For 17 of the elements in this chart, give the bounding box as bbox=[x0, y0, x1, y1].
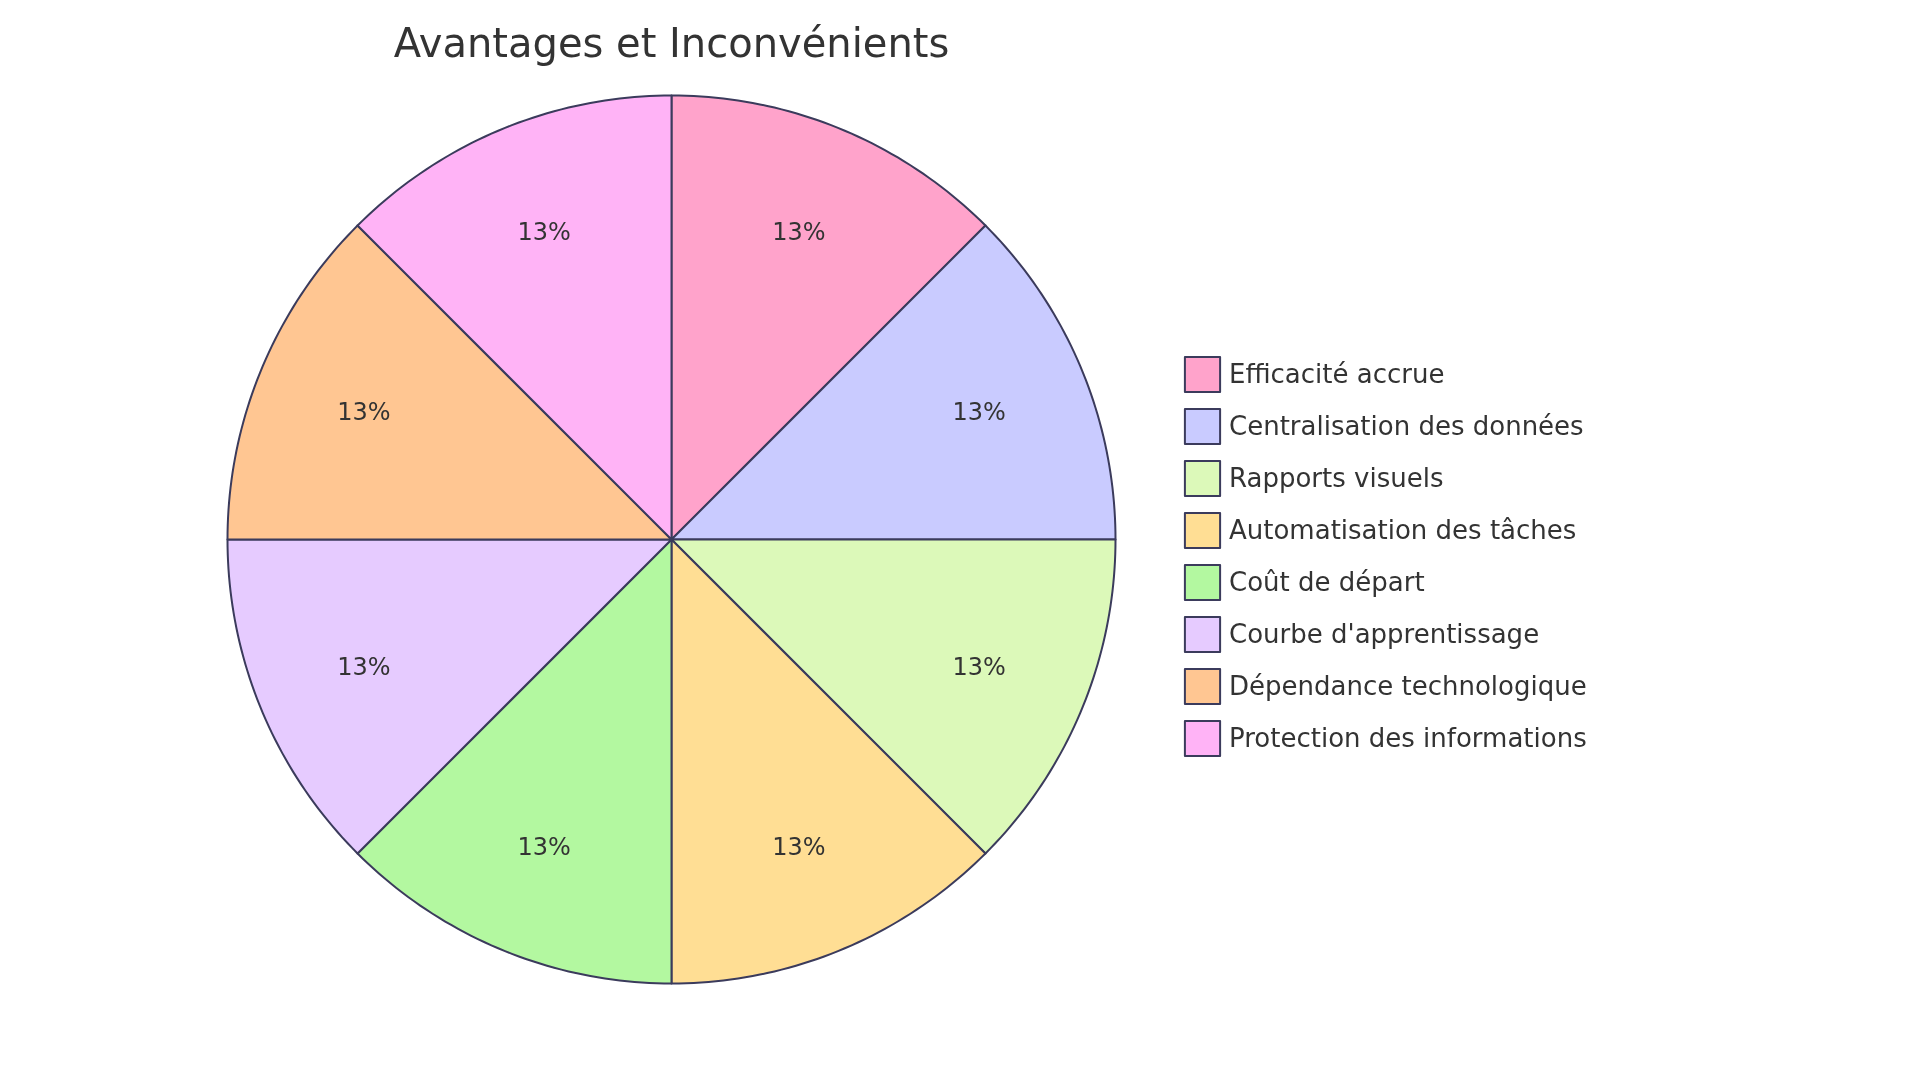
legend-label: Efficacité accrue bbox=[1229, 359, 1445, 389]
legend-label: Protection des informations bbox=[1229, 723, 1587, 753]
data-label: 13% bbox=[772, 217, 826, 246]
legend-label: Coût de départ bbox=[1229, 567, 1425, 597]
data-label: 13% bbox=[952, 652, 1006, 681]
legend-label: Centralisation des données bbox=[1229, 411, 1584, 441]
chart-title: Avantages et Inconvénients bbox=[393, 19, 950, 66]
data-label: 13% bbox=[337, 398, 391, 427]
data-label: 13% bbox=[952, 398, 1006, 427]
data-label: 13% bbox=[517, 833, 571, 862]
legend-label: Automatisation des tâches bbox=[1229, 515, 1577, 545]
data-label: 13% bbox=[337, 652, 391, 681]
legend-label: Rapports visuels bbox=[1229, 463, 1444, 493]
data-label: 13% bbox=[517, 217, 571, 246]
legend-label: Courbe d'apprentissage bbox=[1229, 619, 1540, 649]
data-label: 13% bbox=[772, 833, 826, 862]
legend-label: Dépendance technologique bbox=[1229, 671, 1587, 701]
